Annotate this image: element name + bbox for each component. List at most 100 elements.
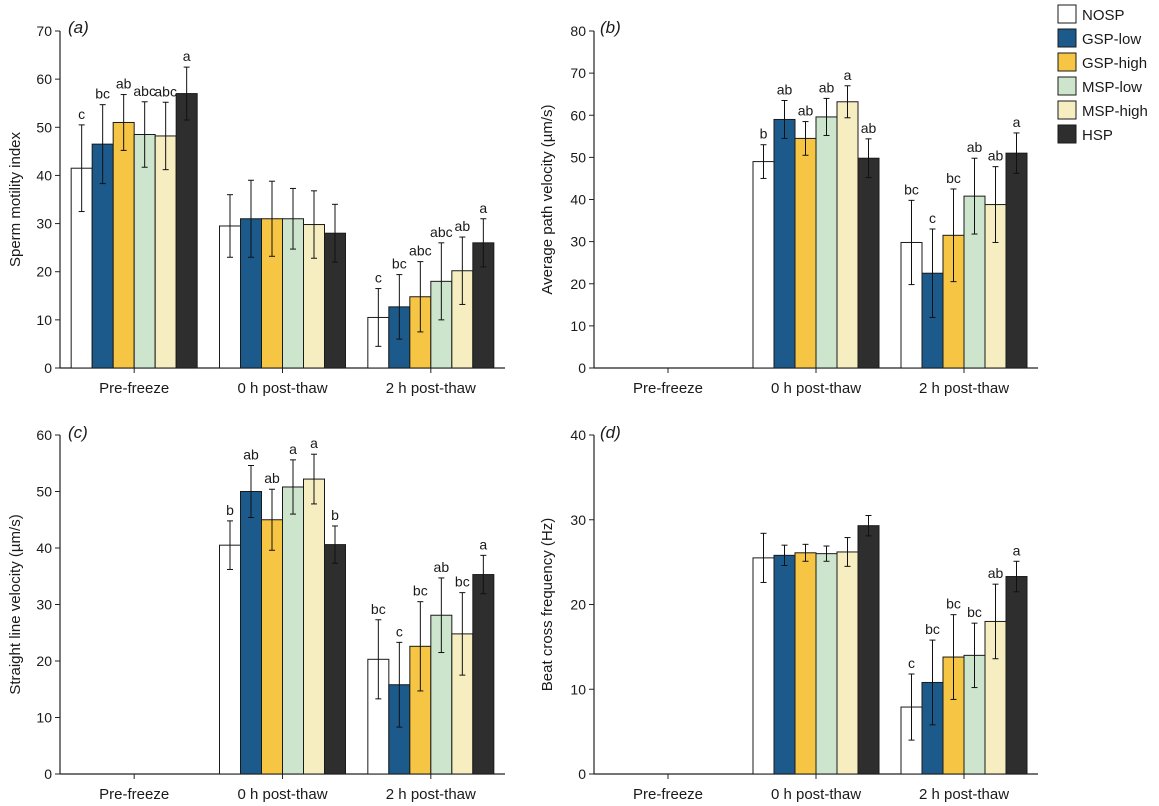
x-category-label: 0 h post-thaw xyxy=(237,380,327,397)
bar-msp-high xyxy=(836,551,859,775)
error-bar xyxy=(1013,132,1020,174)
bar-gsp-low xyxy=(240,491,262,775)
significance-letter: bc xyxy=(967,604,982,620)
y-tick-label: 10 xyxy=(570,318,586,334)
x-category-label: 0 h post-thaw xyxy=(771,380,861,397)
significance-letter: c xyxy=(929,210,936,226)
bar-nosp xyxy=(219,544,241,775)
error-bar xyxy=(802,121,809,156)
bar-msp-low xyxy=(282,486,304,775)
y-tick-label: 0 xyxy=(44,766,52,782)
error-bar xyxy=(332,203,338,263)
y-tick-label: 20 xyxy=(36,653,52,669)
error-bar xyxy=(120,94,127,151)
legend-label: HSP xyxy=(1082,127,1113,144)
error-bar xyxy=(1013,560,1020,593)
significance-letter: abc xyxy=(409,243,432,259)
x-category-label: 2 h post-thaw xyxy=(386,380,476,397)
error-bar xyxy=(823,545,830,562)
error-bar xyxy=(438,242,445,321)
y-tick-label: 20 xyxy=(570,597,586,613)
error-bar xyxy=(438,577,445,654)
error-bar xyxy=(227,194,233,258)
bar-nosp xyxy=(752,161,775,369)
bar-hsp xyxy=(857,525,880,775)
y-tick-label: 60 xyxy=(570,107,586,123)
error-bar xyxy=(865,138,872,179)
y-tick-label: 30 xyxy=(36,597,52,613)
panel-a: 0 10 20 30 40 50 60 70 Sperm motility index (a) Pr… xyxy=(7,18,505,397)
significance-letter: ab xyxy=(264,470,280,486)
panel-label: (c) xyxy=(68,423,88,442)
error-bar xyxy=(269,180,275,257)
legend-label: MSP-high xyxy=(1082,103,1148,120)
bar-hsp xyxy=(324,544,346,775)
significance-letter: bc xyxy=(904,181,919,197)
bar-msp-low xyxy=(133,134,156,369)
error-bar xyxy=(781,544,788,567)
significance-letter: bc xyxy=(455,574,470,590)
x-category-label: Pre-freeze xyxy=(99,380,169,397)
legend-label: NOSP xyxy=(1082,7,1125,24)
x-category-label: 0 h post-thaw xyxy=(237,786,327,803)
error-bar xyxy=(908,199,915,286)
legend-label: MSP-low xyxy=(1082,79,1142,96)
significance-letter: ab xyxy=(861,120,877,136)
legend-swatch xyxy=(1057,52,1077,72)
y-tick-label: 0 xyxy=(44,360,52,376)
significance-letter: bc xyxy=(946,170,961,186)
error-bar xyxy=(950,188,957,283)
y-tick-label: 40 xyxy=(36,540,52,556)
error-bar xyxy=(844,537,851,567)
legend-swatch xyxy=(1057,124,1077,144)
error-bar xyxy=(908,673,915,741)
bar-hsp xyxy=(175,93,198,369)
bar-gsp-low xyxy=(773,118,796,369)
legend-swatch xyxy=(1057,76,1077,96)
significance-letter: ab xyxy=(967,139,983,155)
significance-letter: c xyxy=(396,623,403,639)
significance-letter: c xyxy=(908,655,915,671)
error-bar xyxy=(844,85,851,119)
y-tick-label: 40 xyxy=(570,427,586,443)
legend-label: GSP-low xyxy=(1082,31,1141,48)
error-bar xyxy=(311,190,317,259)
error-bar xyxy=(992,166,999,243)
panel-b: 0 10 20 30 40 50 60 70 80 Average path velocity (… xyxy=(539,18,1038,397)
significance-letter: c xyxy=(78,106,85,122)
significance-letter: bc xyxy=(925,621,940,637)
significance-letter: ab xyxy=(116,76,132,92)
error-bar xyxy=(248,465,254,518)
legend-label: GSP-high xyxy=(1082,55,1147,72)
x-category-label: 2 h post-thaw xyxy=(386,786,476,803)
significance-letter: b xyxy=(331,507,339,523)
error-bar xyxy=(141,101,148,168)
error-bar xyxy=(417,601,424,692)
significance-letter: ab xyxy=(243,447,259,463)
bar-msp-high xyxy=(154,135,177,369)
error-bar xyxy=(480,554,487,595)
error-bar xyxy=(248,179,254,258)
error-bar xyxy=(311,453,317,505)
y-tick-label: 20 xyxy=(570,276,586,292)
error-bar xyxy=(375,288,382,347)
panel-d: 0 10 20 30 40 Beat cross frequency (Hz) (d) Pre… xyxy=(539,423,1038,803)
significance-letter: a xyxy=(479,200,487,216)
bar-hsp xyxy=(857,157,880,369)
error-bar xyxy=(971,157,978,235)
significance-letter: ab xyxy=(455,218,471,234)
error-bar xyxy=(802,543,809,562)
significance-letter: bc xyxy=(392,256,407,272)
significance-letter: ab xyxy=(988,148,1004,164)
y-axis-title: Sperm motility index xyxy=(7,131,24,267)
error-bar xyxy=(823,97,830,136)
bar-gsp-high xyxy=(112,121,135,369)
significance-letter: bc xyxy=(95,86,110,102)
significance-letter: ab xyxy=(777,82,793,98)
error-bar xyxy=(459,236,466,305)
y-tick-label: 70 xyxy=(36,23,52,39)
y-tick-label: 20 xyxy=(36,264,52,280)
bar-nosp xyxy=(752,557,775,775)
bar-hsp xyxy=(1005,576,1028,775)
